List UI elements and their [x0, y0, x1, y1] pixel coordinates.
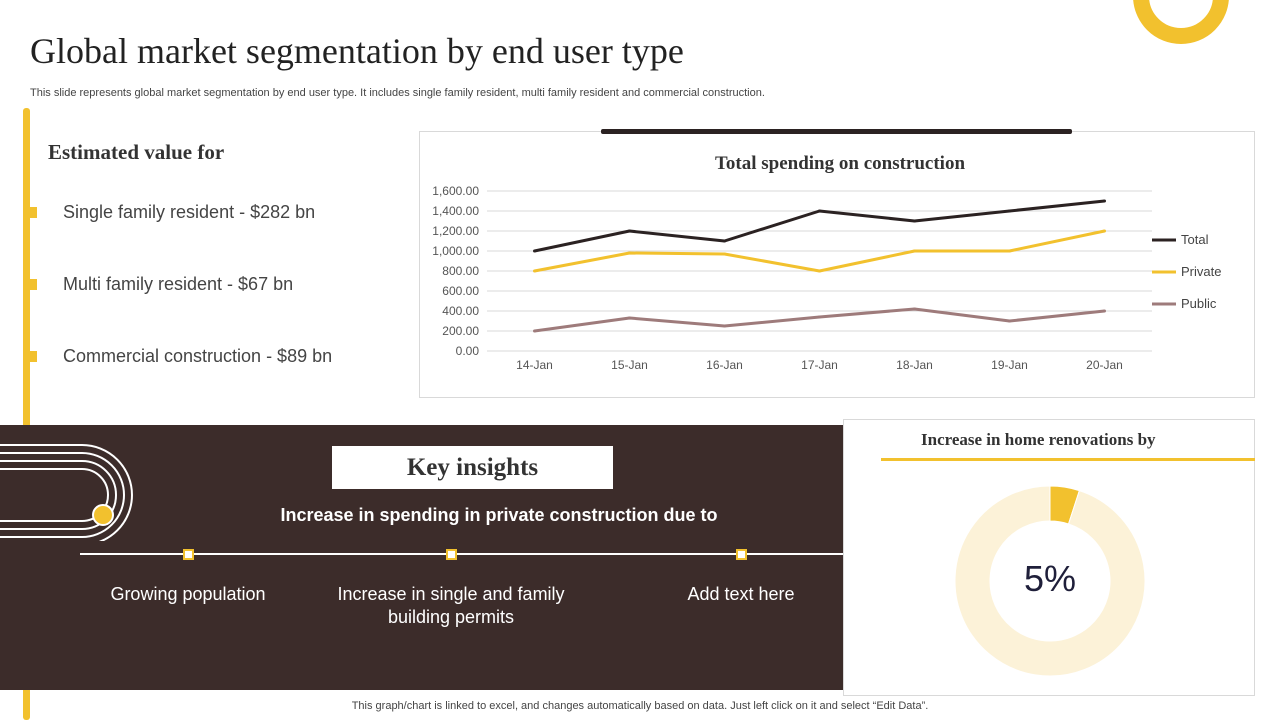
estimated-item-label: Commercial construction - $89 bn	[63, 345, 333, 366]
y-tick-label: 1,400.00	[432, 204, 479, 218]
bullet-square-icon	[26, 278, 37, 290]
data-point	[913, 219, 916, 223]
insight-point: Growing population	[110, 584, 266, 604]
renovations-header: Increase in home renovations by	[881, 420, 1255, 461]
page-subtitle: This slide represents global market segm…	[30, 87, 765, 99]
data-point	[1103, 309, 1106, 313]
estimated-item-label: Multi family resident - $67 bn	[63, 273, 294, 294]
data-point	[818, 269, 821, 273]
footer-note: This graph/chart is linked to excel, and…	[351, 700, 929, 712]
estimated-item-label: Single family resident - $282 bn	[63, 201, 316, 222]
legend-label: Private	[1181, 264, 1221, 279]
decorative-ring	[1133, 0, 1229, 44]
data-point	[818, 209, 821, 213]
timeline-node	[736, 549, 747, 560]
donut-value-label: 5%	[1023, 558, 1077, 599]
data-point	[1008, 209, 1011, 213]
bullet-square-icon	[26, 206, 37, 218]
series-line-total	[534, 199, 1105, 253]
data-point	[1103, 229, 1106, 233]
donut-chart[interactable]	[950, 481, 1150, 681]
key-insights-subheading: Increase in spending in private construc…	[280, 505, 718, 525]
legend-label: Total	[1181, 232, 1209, 247]
data-point	[723, 324, 726, 328]
key-insights-panel: Key insights Increase in spending in pri…	[0, 425, 882, 690]
timeline-line	[80, 553, 861, 555]
data-point	[628, 229, 631, 233]
donut-slice-remainder	[954, 485, 1146, 677]
renovations-heading: Increase in home renovations by	[921, 430, 1156, 449]
x-tick-label: 17-Jan	[801, 358, 838, 372]
insight-point: Increase in single and family building p…	[337, 584, 565, 627]
y-tick-label: 200.00	[442, 324, 479, 338]
data-point	[723, 239, 726, 243]
estimated-item: Multi family resident - $67 bn	[26, 272, 293, 296]
insight-point: Add text here	[687, 584, 795, 604]
estimated-item: Commercial construction - $89 bn	[26, 344, 332, 368]
decorative-arcs-icon	[0, 444, 133, 541]
bullet-square-icon	[26, 350, 37, 362]
y-tick-label: 600.00	[442, 284, 479, 298]
y-tick-label: 400.00	[442, 304, 479, 318]
key-insights-title-box: Key insights	[332, 446, 613, 489]
estimated-heading: Estimated value for	[48, 140, 225, 164]
chart-title: Total spending on construction	[715, 153, 965, 174]
line-chart-panel	[419, 131, 1255, 398]
data-point	[1008, 319, 1011, 323]
y-tick-label: 0.00	[456, 344, 480, 358]
x-tick-label: 18-Jan	[896, 358, 933, 372]
legend-label: Public	[1181, 296, 1217, 311]
left-accent-bar	[23, 108, 30, 720]
data-point	[818, 315, 821, 319]
x-tick-label: 15-Jan	[611, 358, 648, 372]
data-point	[533, 249, 536, 253]
x-tick-label: 16-Jan	[706, 358, 743, 372]
key-insights-title: Key insights	[406, 453, 539, 481]
data-point	[533, 269, 536, 273]
timeline-node	[183, 549, 194, 560]
data-point	[1008, 249, 1011, 253]
data-point	[533, 329, 536, 333]
data-point	[1103, 199, 1106, 203]
estimated-item: Single family resident - $282 bn	[26, 200, 315, 224]
y-tick-label: 800.00	[442, 264, 479, 278]
x-tick-label: 19-Jan	[991, 358, 1028, 372]
chart-top-bar	[601, 129, 1072, 134]
timeline-node	[446, 549, 457, 560]
data-point	[723, 252, 726, 256]
data-point	[913, 249, 916, 253]
series-line-public	[534, 307, 1105, 333]
data-point	[628, 316, 631, 320]
data-point	[913, 307, 916, 311]
data-point	[628, 251, 631, 255]
y-tick-label: 1,000.00	[432, 244, 479, 258]
y-tick-label: 1,200.00	[432, 224, 479, 238]
x-tick-label: 14-Jan	[516, 358, 553, 372]
x-tick-label: 20-Jan	[1086, 358, 1123, 372]
y-tick-label: 1,600.00	[432, 184, 479, 198]
page-title: Global market segmentation by end user t…	[30, 31, 684, 71]
line-chart[interactable]: Total spending on construction 0.00 200.00…	[419, 131, 1255, 398]
